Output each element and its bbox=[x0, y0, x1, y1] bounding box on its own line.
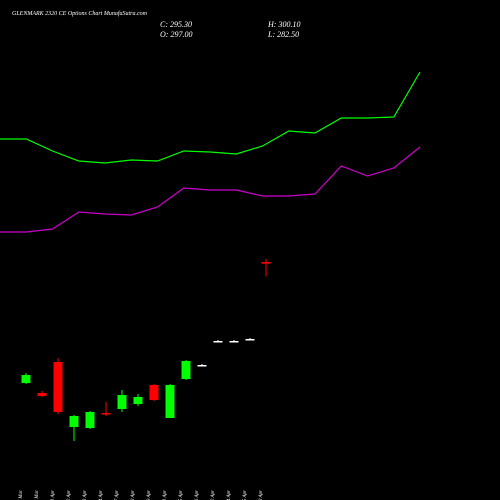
x-tick-label: 28 Apr bbox=[259, 490, 264, 500]
x-tick-label: 02 Apr bbox=[67, 490, 72, 500]
x-tick-label: 11 Apr bbox=[163, 490, 168, 500]
candle-body bbox=[101, 413, 111, 415]
low-label: L: 282.50 bbox=[267, 30, 299, 39]
candle-body bbox=[21, 375, 31, 383]
chart-title: GLENMARK 2320 CE Options Chart MunafaSut… bbox=[12, 10, 148, 17]
candle-body bbox=[53, 362, 63, 412]
candle-body bbox=[229, 341, 239, 343]
x-tick-label: 24 Apr bbox=[227, 490, 232, 500]
x-tick-label: 28 Mar bbox=[35, 490, 40, 500]
candle-body bbox=[261, 262, 271, 264]
x-tick-label: 09 Apr bbox=[147, 490, 152, 500]
candle-body bbox=[149, 385, 159, 400]
x-tick-label: 22 Apr bbox=[211, 490, 216, 500]
candle-body bbox=[197, 365, 207, 367]
indicator-line bbox=[0, 71, 421, 164]
x-tick-label: 25 Apr bbox=[243, 490, 248, 500]
candle-body bbox=[181, 361, 191, 379]
high-label: H: 300.10 bbox=[267, 20, 300, 29]
candle-body bbox=[133, 397, 143, 404]
x-tick-label: 03 Apr bbox=[83, 490, 88, 500]
candle-body bbox=[213, 341, 223, 343]
candle-body bbox=[165, 385, 175, 418]
candle-body bbox=[117, 395, 127, 409]
x-tick-label: 01 Apr bbox=[51, 490, 56, 500]
x-tick-label: 07 Apr bbox=[115, 490, 120, 500]
x-tick-label: 16 Apr bbox=[195, 490, 200, 500]
candle-body bbox=[69, 416, 79, 427]
x-tick-label: 15 Apr bbox=[179, 490, 184, 500]
candle-body bbox=[245, 339, 255, 341]
candle-body bbox=[85, 412, 95, 428]
candle-body bbox=[37, 393, 47, 396]
close-label: C: 295.30 bbox=[160, 20, 192, 29]
x-tick-label: 27 Mar bbox=[19, 490, 24, 500]
open-label: O: 297.00 bbox=[160, 30, 192, 39]
indicator-line bbox=[0, 146, 421, 233]
x-tick-label: 04 Apr bbox=[99, 490, 104, 500]
x-tick-label: 08 Apr bbox=[131, 490, 136, 500]
